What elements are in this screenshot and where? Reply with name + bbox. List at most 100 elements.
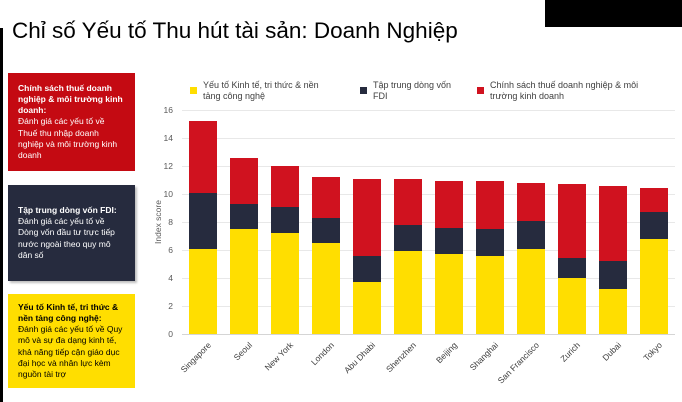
y-axis-tick-label: 6 [168, 245, 173, 255]
y-axis-tick-label: 4 [168, 273, 173, 283]
bar-new-york [264, 110, 305, 334]
bar-singapore [182, 110, 223, 334]
y-axis-tick-label: 16 [163, 105, 173, 115]
bar-segment [435, 181, 463, 228]
x-axis-labels: Singapore Seoul New York London Abu Dhabi She… [178, 338, 675, 400]
bar-segment [270, 233, 299, 334]
gridline [182, 166, 675, 167]
x-axis-tick-label: Abu Dhabi [341, 340, 377, 376]
bar-segment [229, 157, 258, 204]
legend-item: Chính sách thuế doanh nghiệp & môi trườn… [477, 80, 640, 101]
stacked-bar-chart [182, 110, 675, 335]
bar-segment [599, 261, 628, 290]
info-box-tax-policy: Chính sách thuế doanh nghiệp & môi trườn… [8, 73, 135, 171]
x-axis-tick-label: San Francisco [495, 340, 542, 386]
bar-segment [476, 255, 505, 334]
bar-segment [311, 177, 340, 218]
legend-item: Tập trung dòng vốn FDI [360, 80, 453, 101]
gridline [182, 306, 675, 307]
x-axis-tick-label: New York [262, 340, 295, 373]
bar-segment [435, 227, 463, 255]
left-edge-rule [0, 28, 3, 402]
info-box-fdi: Tập trung dòng vốn FDI: Đánh giá các yếu… [8, 185, 135, 281]
bar-segment [188, 248, 217, 334]
x-axis-tick-label: Singapore [178, 340, 213, 375]
legend-label: Tập trung dòng vốn FDI [373, 80, 452, 101]
x-axis-tick-label: Shanghai [467, 340, 501, 373]
legend-label: Chính sách thuế doanh nghiệp & môi trườn… [490, 80, 639, 101]
bar-segment [558, 258, 587, 278]
bar-london [305, 110, 346, 334]
bar-shenzhen [387, 110, 428, 334]
gridline [182, 250, 675, 251]
bar-segment [352, 178, 381, 256]
y-axis-tick-label: 14 [163, 133, 173, 143]
gridline [182, 222, 675, 223]
legend-swatch-icon [190, 87, 197, 95]
bar-abu-dhabi [346, 110, 387, 334]
y-axis-tick-label: 8 [168, 217, 173, 227]
legend-item: Yếu tố Kinh tế, tri thức & nền tảng công… [190, 80, 331, 101]
gridline [182, 278, 675, 279]
bar-segment [188, 121, 217, 193]
gridline [182, 110, 675, 111]
bar-segment [229, 203, 258, 229]
bar-seoul [223, 110, 264, 334]
bar-shanghai [470, 110, 511, 334]
bar-segment [435, 254, 463, 334]
info-box-economy: Yếu tố Kinh tế, tri thức & nền tảng công… [8, 294, 135, 388]
x-axis-tick-label: Tokyo [641, 340, 665, 363]
bar-segment [188, 192, 217, 249]
gridline [182, 334, 675, 335]
bar-beijing [428, 110, 469, 334]
info-box-body: Đánh giá các yếu tố về Quy mô và sự đa d… [18, 324, 123, 380]
bar-segment [476, 229, 505, 256]
x-axis-tick-label: Beijing [433, 340, 460, 366]
y-axis-tick-label: 0 [168, 329, 173, 339]
info-box-title: Yếu tố Kinh tế, tri thức & nền tảng công… [18, 301, 119, 323]
legend-swatch-icon [477, 87, 484, 95]
bar-segment [517, 220, 546, 249]
page-title: Chỉ số Yếu tố Thu hút tài sản: Doanh Ngh… [12, 18, 458, 43]
x-axis-tick-label: Zurich [558, 340, 583, 364]
gridline [182, 194, 675, 195]
bar-san-francisco [511, 110, 552, 334]
info-box-body: Đánh giá các yếu tố về Thuế thu nhập doa… [18, 116, 118, 161]
bar-tokyo [634, 110, 675, 334]
y-axis-tick-label: 10 [163, 189, 173, 199]
bar-zurich [552, 110, 593, 334]
y-axis-ticks: 0 2 4 6 8 10 12 14 16 [0, 105, 176, 339]
bar-segment [393, 178, 422, 225]
bar-segment [476, 181, 505, 229]
y-axis-tick-label: 12 [163, 161, 173, 171]
bar-segment [640, 238, 669, 334]
bar-segment [558, 278, 587, 334]
bar-segment [229, 229, 258, 334]
bar-segment [311, 217, 340, 243]
x-axis-tick-label: Dubai [600, 340, 624, 363]
y-axis-tick-label: 2 [168, 301, 173, 311]
bar-segment [517, 248, 546, 334]
info-box-body: Đánh giá các yếu tố về Dòng vốn đầu tư t… [18, 216, 115, 260]
bar-segment [393, 224, 422, 252]
bar-dubai [593, 110, 634, 334]
gridline [182, 138, 675, 139]
bar-segment [599, 185, 628, 262]
x-axis-tick-label: Shenzhen [383, 340, 419, 375]
bar-segment [352, 282, 381, 334]
logo-placeholder [545, 0, 682, 27]
x-axis-tick-label: London [308, 340, 336, 368]
bar-segment [640, 212, 669, 239]
info-box-title: Tập trung dòng vốn FDI: [18, 204, 117, 215]
x-axis-tick-label: Seoul [231, 340, 254, 363]
bars-container [182, 110, 675, 334]
info-box-title: Chính sách thuế doanh nghiệp & môi trườn… [18, 82, 123, 116]
bar-segment [352, 255, 381, 283]
bar-segment [640, 188, 669, 213]
bar-segment [311, 243, 340, 334]
chart-legend: Yếu tố Kinh tế, tri thức & nền tảng công… [0, 80, 682, 110]
bar-segment [517, 182, 546, 221]
bar-segment [393, 251, 422, 334]
bar-segment [270, 206, 299, 234]
bar-segment [558, 184, 587, 259]
